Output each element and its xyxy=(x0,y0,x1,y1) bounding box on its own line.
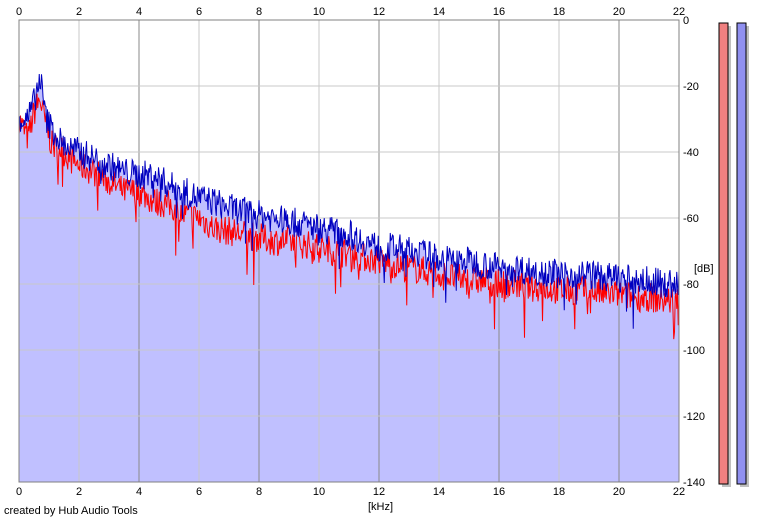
x-tick-label-top: 22 xyxy=(673,6,685,18)
x-axis-top: 0 2 4 6 8 10 12 14 16 18 20 22 xyxy=(16,6,685,18)
series-line-red xyxy=(18,93,680,340)
x-tick-label-top: 12 xyxy=(373,6,385,18)
x-tick-label-bottom: 6 xyxy=(196,486,202,498)
y-tick-label: -100 xyxy=(683,345,705,357)
x-tick-label-top: 10 xyxy=(313,6,325,18)
x-axis-label: [kHz] xyxy=(368,501,393,513)
grid xyxy=(18,19,680,483)
x-tick-label-bottom: 10 xyxy=(313,486,325,498)
x-tick-label-bottom: 12 xyxy=(373,486,385,498)
series-lines xyxy=(18,73,680,340)
y-tick-label: -20 xyxy=(683,81,699,93)
x-tick-label-top: 16 xyxy=(493,6,505,18)
y-tick-label: -60 xyxy=(683,213,699,225)
x-axis-bottom: 0 2 4 6 8 10 12 14 16 18 20 22 xyxy=(16,486,685,498)
x-tick-label-bottom: 14 xyxy=(433,486,445,498)
x-tick-label-bottom: 16 xyxy=(493,486,505,498)
plot-frame xyxy=(18,19,680,483)
level-meter-right xyxy=(736,22,747,485)
x-tick-label-bottom: 2 xyxy=(76,486,82,498)
y-tick-label: -80 xyxy=(683,279,699,291)
y-axis-right: 0 -20 -40 -60 -80 -100 -120 -140 xyxy=(683,15,705,489)
x-tick-label-top: 14 xyxy=(433,6,445,18)
y-tick-label: -40 xyxy=(683,147,699,159)
spectrum-fill xyxy=(19,73,679,482)
y-tick-label: -140 xyxy=(683,477,705,489)
level-meter-left xyxy=(718,22,729,485)
x-tick-label-top: 6 xyxy=(196,6,202,18)
y-axis-label: [dB] xyxy=(694,263,714,275)
x-tick-label-bottom: 20 xyxy=(613,486,625,498)
x-tick-label-bottom: 8 xyxy=(256,486,262,498)
x-tick-label-bottom: 22 xyxy=(673,486,685,498)
x-tick-label-bottom: 4 xyxy=(136,486,142,498)
x-tick-label-top: 18 xyxy=(553,6,565,18)
x-tick-label-top: 2 xyxy=(76,6,82,18)
x-tick-label-top: 8 xyxy=(256,6,262,18)
series-line-blue xyxy=(18,73,680,329)
x-tick-label-top: 0 xyxy=(16,6,22,18)
y-tick-label: 0 xyxy=(683,15,689,27)
y-tick-label: -120 xyxy=(683,411,705,423)
x-tick-label-bottom: 18 xyxy=(553,486,565,498)
credit-text: created by Hub Audio Tools xyxy=(4,505,138,517)
x-tick-label-top: 20 xyxy=(613,6,625,18)
spectrum-area xyxy=(19,73,679,482)
x-tick-label-bottom: 0 xyxy=(16,486,22,498)
x-tick-label-top: 4 xyxy=(136,6,142,18)
